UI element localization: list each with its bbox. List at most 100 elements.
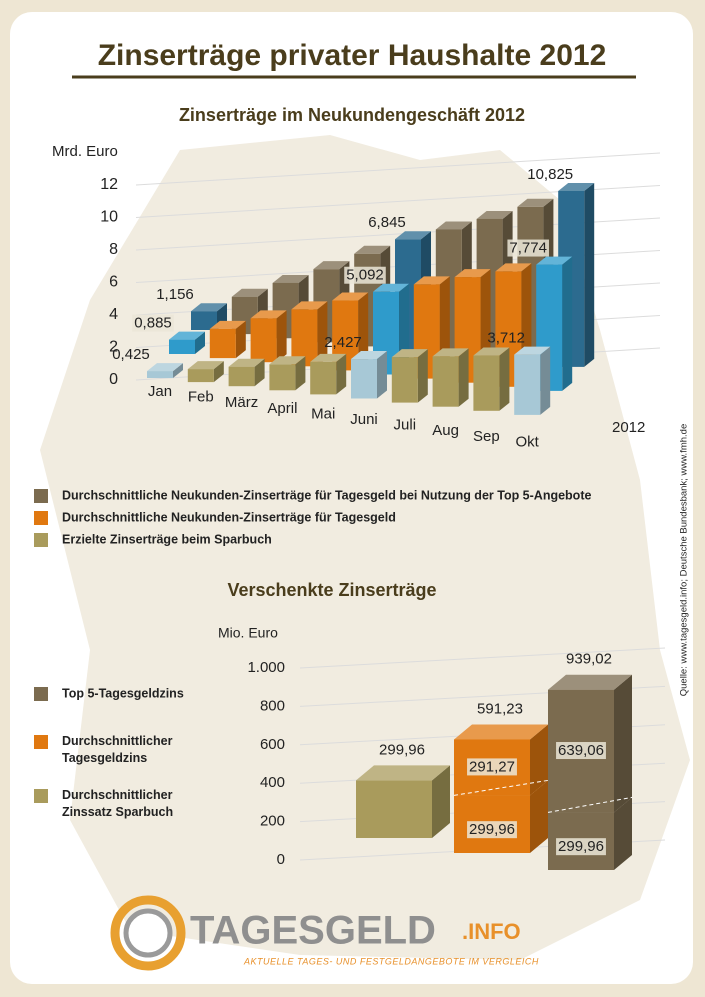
y-axis-label: Mio. Euro: [218, 625, 278, 641]
bar: [432, 356, 459, 407]
bar-top: [310, 353, 347, 362]
label-box: [344, 266, 386, 284]
y-tick-label: 10: [100, 209, 118, 226]
total-label: 591,23: [477, 700, 523, 717]
label-box: [132, 314, 174, 332]
source: Quelle: www.tagesgeld.info; Deutsche Bun…: [679, 424, 690, 697]
value-label: 5,092: [346, 267, 384, 284]
grid-line: [299, 647, 666, 669]
bar-top: [432, 348, 469, 357]
y-tick-label: 200: [260, 813, 285, 830]
legend-swatch: [34, 735, 48, 749]
label-box: [467, 758, 517, 776]
chart-title: Zinserträge im Neukundengeschäft 2012: [179, 105, 525, 125]
bar-top: [351, 351, 387, 360]
value-label: 0,885: [134, 315, 172, 332]
bar-top: [269, 356, 306, 365]
bar-side: [317, 301, 328, 367]
bar-top: [272, 274, 309, 283]
bar-top: [391, 349, 428, 358]
label-box: [556, 742, 606, 760]
bar-top: [291, 301, 328, 310]
bar-top: [332, 292, 369, 301]
bar-side: [254, 358, 265, 387]
bar-side: [584, 182, 595, 367]
bar-top: [373, 283, 409, 292]
x-tick-label: April: [267, 400, 297, 417]
y-tick-label: 600: [260, 736, 285, 753]
bar: [228, 366, 255, 387]
bar-top: [454, 724, 548, 740]
bar-top: [413, 276, 450, 285]
value-label: 2,427: [324, 334, 362, 351]
label-box: [556, 838, 606, 856]
bar-side: [295, 356, 306, 391]
main-title: Zinserträge privater Haushalte 2012: [98, 39, 607, 72]
bar-top: [187, 361, 224, 370]
bar-side: [530, 724, 548, 796]
bar-top: [548, 674, 632, 690]
bar-side: [562, 256, 573, 391]
bar-side: [540, 346, 551, 415]
depth-label: 2012: [612, 419, 645, 436]
x-tick-label: Okt: [516, 433, 540, 450]
value-label: 6,845: [368, 214, 406, 231]
x-tick-label: Aug: [432, 422, 459, 439]
value-label: 299,96: [469, 821, 515, 838]
bar-side: [358, 292, 369, 371]
bar-top: [536, 256, 573, 265]
bar-side: [336, 353, 347, 395]
bar-side: [276, 310, 287, 363]
value-label: 299,96: [558, 838, 604, 855]
label-box: [507, 239, 549, 257]
grid-line: [135, 152, 661, 186]
bar-top: [517, 198, 554, 207]
logo-coin: [123, 908, 173, 958]
legend-swatch: [34, 533, 48, 547]
bar: [269, 364, 296, 391]
value-label: 639,06: [558, 742, 604, 759]
bar-top: [476, 210, 513, 219]
bar-top: [435, 221, 472, 230]
bar-side: [173, 363, 183, 378]
value-label: 10,825: [527, 166, 573, 183]
logo-tagline: Aktuelle Tages- und Festgeldangebote im …: [243, 956, 539, 966]
legend-swatch: [34, 489, 48, 503]
legend-swatch: [34, 511, 48, 525]
legend-label: Durchschnittlicher Tagesgeldzins: [62, 734, 173, 765]
bar-side: [614, 674, 632, 813]
bar-top: [191, 303, 227, 312]
bar-top: [209, 320, 246, 329]
legend-label: Erzielte Zinserträge beim Sparbuch: [62, 532, 272, 546]
value-label: 291,27: [469, 758, 515, 775]
logo-ring: [110, 895, 186, 971]
total-label: 299,96: [379, 741, 425, 758]
bar-side: [432, 765, 450, 838]
bar: [473, 355, 500, 411]
bar-side: [458, 348, 469, 407]
logo-name: TAGESGELD: [190, 909, 436, 953]
bar: [250, 318, 277, 363]
value-label: 0,425: [112, 346, 150, 363]
bar-top: [558, 182, 595, 191]
bar: [147, 371, 173, 378]
logo-suffix: .INFO: [462, 919, 521, 944]
bar-side: [530, 780, 548, 853]
x-tick-label: Mai: [311, 405, 335, 422]
value-label: 7,774: [509, 240, 547, 257]
bar-top: [454, 269, 491, 278]
y-tick-label: 4: [109, 306, 118, 323]
x-tick-label: März: [225, 394, 258, 411]
label-box: [467, 821, 517, 839]
bar-top: [169, 331, 205, 340]
x-tick-label: Juni: [350, 411, 378, 428]
bar: [356, 780, 432, 838]
y-tick-label: 0: [109, 371, 118, 388]
bar-top: [147, 363, 183, 372]
bar-top: [231, 288, 268, 297]
value-label: 1,156: [156, 286, 194, 303]
legend-label: Top 5-Tagesgeldzins: [62, 686, 184, 700]
segment-divider: [547, 796, 633, 813]
legend-label: Durchschnittliche Neukunden-Zinserträge …: [62, 488, 591, 502]
